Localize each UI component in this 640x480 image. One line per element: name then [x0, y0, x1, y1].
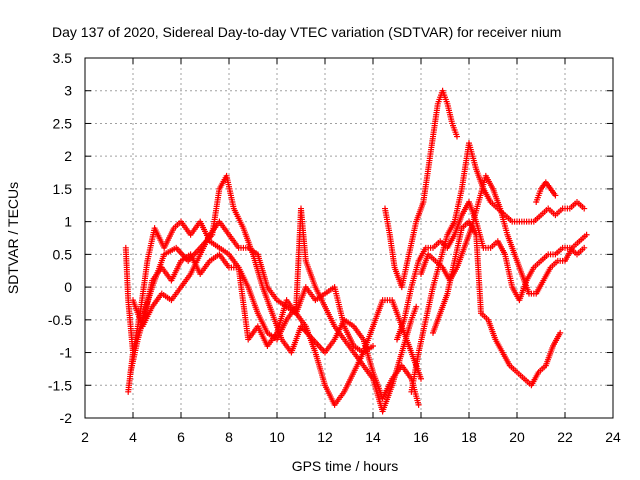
data-point [413, 303, 420, 310]
data-point [581, 244, 588, 251]
data-point [581, 205, 588, 212]
data-point [370, 343, 376, 349]
x-tick-label: 18 [461, 429, 477, 445]
y-tick-label: 1 [64, 214, 72, 230]
x-tick-label: 10 [269, 429, 285, 445]
data-point [415, 401, 422, 408]
y-axis-title: SDTVAR / TECUs [5, 182, 21, 294]
x-axis: 2 4 6 8 10 12 14 16 18 20 22 24 [81, 58, 621, 445]
data-point [583, 231, 590, 238]
y-tick-label: -1 [60, 345, 73, 361]
x-tick-label: 8 [225, 429, 233, 445]
data-point [552, 192, 559, 199]
series-track-8 [430, 218, 564, 389]
data-point [557, 329, 564, 336]
x-tick-label: 22 [557, 429, 573, 445]
y-tick-label: 0 [64, 279, 72, 295]
y-tick-label: -0.5 [48, 312, 72, 328]
x-tick-label: 16 [413, 429, 429, 445]
series-track-9 [418, 172, 590, 297]
x-axis-title: GPS time / hours [292, 458, 399, 474]
x-tick-label: 20 [509, 429, 525, 445]
data-point [418, 375, 424, 382]
y-axis: -2 -1.5 -1 -0.5 0 0.5 1 1.5 2 2.5 3 3.5 [48, 50, 613, 426]
series-track-2 [125, 205, 420, 415]
series-track-4 [130, 218, 376, 356]
y-tick-label: 3 [64, 83, 72, 99]
y-tick-label: 1.5 [53, 181, 73, 197]
y-tick-label: -1.5 [48, 377, 72, 393]
data-point [454, 133, 460, 140]
y-tick-label: 0.5 [53, 246, 73, 262]
x-tick-label: 4 [129, 429, 137, 445]
series-track-7 [408, 140, 588, 395]
y-tick-label: 2.5 [53, 115, 73, 131]
x-tick-label: 2 [81, 429, 89, 445]
x-tick-label: 12 [317, 429, 333, 445]
plot-frame [84, 57, 614, 419]
y-tick-label: -2 [60, 410, 73, 426]
series-track-5 [382, 87, 460, 291]
chart-title: Day 137 of 2020, Sidereal Day-to-day VTE… [52, 24, 561, 40]
data-marks [122, 87, 590, 415]
series-track-3 [127, 251, 424, 408]
x-tick-label: 6 [177, 429, 185, 445]
y-tick-label: 2 [64, 148, 72, 164]
x-tick-label: 24 [605, 429, 621, 445]
grid-lines [85, 58, 613, 418]
y-tick-label: 3.5 [53, 50, 73, 66]
series-track-10 [533, 179, 559, 205]
x-tick-label: 14 [365, 429, 381, 445]
